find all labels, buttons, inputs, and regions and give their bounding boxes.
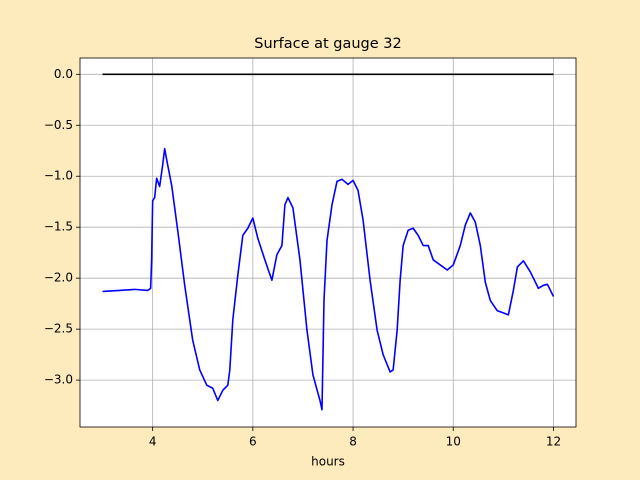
x-tick-label: 6 <box>249 435 257 449</box>
x-axis-label: hours <box>311 455 345 469</box>
y-tick-label: −1.0 <box>44 169 73 183</box>
y-tick-label: −1.5 <box>44 220 73 234</box>
y-tick-label: −3.0 <box>44 373 73 387</box>
y-tick-label: 0.0 <box>54 67 73 81</box>
x-tick-label: 4 <box>149 435 157 449</box>
x-tick-label: 12 <box>546 435 561 449</box>
y-tick-label: −0.5 <box>44 118 73 132</box>
data-line <box>102 147 555 411</box>
x-tick-label: 10 <box>446 435 461 449</box>
plot-frame <box>79 57 577 428</box>
x-tick-label: 8 <box>349 435 357 449</box>
plot-area <box>80 58 576 427</box>
chart-title: Surface at gauge 32 <box>254 36 402 52</box>
y-tick-label: −2.5 <box>44 322 73 336</box>
y-tick-label: −2.0 <box>44 271 73 285</box>
